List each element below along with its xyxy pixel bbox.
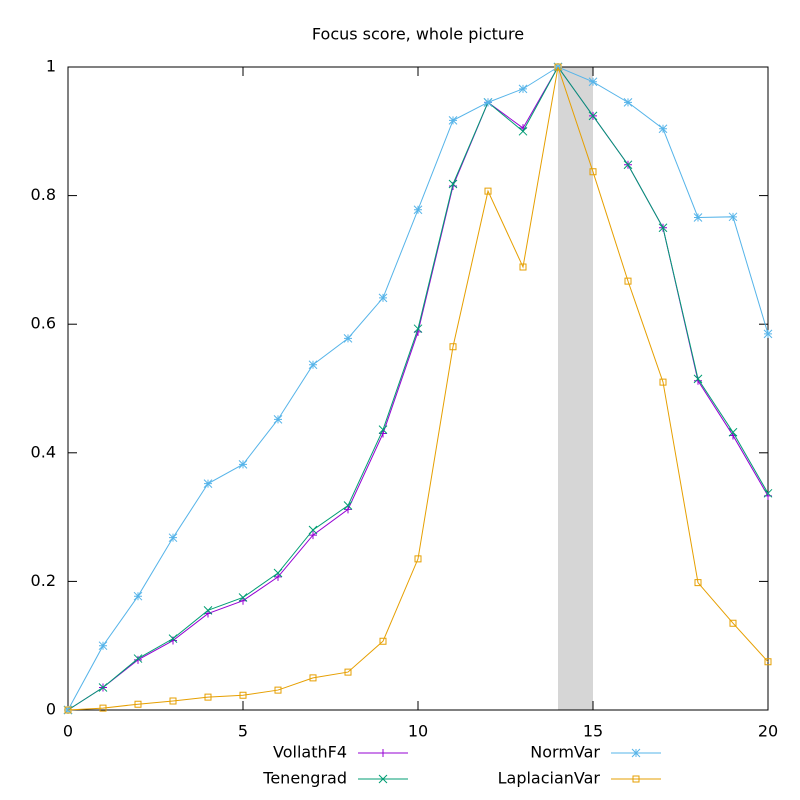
point-marker xyxy=(378,293,388,303)
point-marker xyxy=(588,111,598,121)
point-marker xyxy=(134,655,142,664)
point-marker xyxy=(203,479,213,489)
point-marker xyxy=(413,205,423,215)
point-marker xyxy=(133,654,143,663)
point-marker xyxy=(763,488,773,498)
point-marker xyxy=(623,98,633,107)
y-tick-label: 0.4 xyxy=(31,442,56,461)
point-marker xyxy=(518,84,528,94)
point-marker xyxy=(309,674,317,682)
point-marker xyxy=(413,324,423,334)
point-marker xyxy=(344,505,352,514)
point-marker xyxy=(169,697,177,705)
legend-label: VollathF4 xyxy=(273,743,347,762)
point-marker xyxy=(449,343,457,351)
point-marker xyxy=(204,693,212,701)
y-tick-label: 0.8 xyxy=(31,185,56,204)
point-marker xyxy=(483,98,493,107)
point-marker xyxy=(379,637,387,645)
point-marker xyxy=(764,658,772,666)
point-marker xyxy=(308,525,318,535)
point-marker xyxy=(203,605,213,615)
series-line xyxy=(67,66,769,711)
point-marker xyxy=(484,187,492,195)
point-marker xyxy=(623,160,633,170)
plot-border xyxy=(67,66,769,711)
point-marker xyxy=(273,568,283,578)
x-tick-label: 15 xyxy=(583,722,603,741)
legend-marker xyxy=(379,749,387,757)
point-marker xyxy=(168,533,178,543)
x-tick-label: 10 xyxy=(408,722,428,741)
point-marker xyxy=(238,593,248,602)
point-marker xyxy=(694,579,702,587)
shaded-range xyxy=(558,67,593,710)
legend-label: NormVar xyxy=(530,743,600,762)
point-marker xyxy=(448,179,458,189)
point-marker xyxy=(168,634,178,643)
point-marker xyxy=(239,691,247,699)
series-line xyxy=(67,66,769,711)
point-marker xyxy=(554,63,562,71)
x-tick-label: 5 xyxy=(238,722,248,741)
point-marker xyxy=(64,706,72,714)
legend-marker xyxy=(632,775,640,783)
point-marker xyxy=(763,329,773,339)
series-line xyxy=(67,66,769,711)
y-tick-label: 1 xyxy=(46,57,56,76)
point-marker xyxy=(98,641,108,651)
point-marker xyxy=(343,333,353,343)
point-marker xyxy=(309,531,317,540)
point-marker xyxy=(274,572,282,581)
point-marker xyxy=(448,116,458,125)
point-marker xyxy=(589,168,597,176)
legend-label: Tenengrad xyxy=(262,769,347,788)
legend-marker xyxy=(631,748,641,758)
point-marker xyxy=(98,683,108,692)
chart-title: Focus score, whole picture xyxy=(312,25,524,44)
x-tick-label: 0 xyxy=(63,722,73,741)
point-marker xyxy=(273,415,283,424)
point-marker xyxy=(274,686,282,694)
point-marker xyxy=(728,212,738,222)
point-marker xyxy=(519,263,527,271)
point-marker xyxy=(99,704,107,712)
point-marker xyxy=(343,501,353,510)
y-tick-label: 0.2 xyxy=(31,571,56,590)
point-marker xyxy=(378,425,388,435)
point-marker xyxy=(308,360,318,370)
point-marker xyxy=(728,427,738,437)
point-marker xyxy=(414,555,422,563)
point-marker xyxy=(134,700,142,708)
y-tick-label: 0 xyxy=(46,700,56,719)
y-tick-label: 0.6 xyxy=(31,314,56,333)
point-marker xyxy=(518,126,528,136)
point-marker xyxy=(624,277,632,285)
point-marker xyxy=(238,460,248,469)
legend-label: LaplacianVar xyxy=(498,769,601,788)
point-marker xyxy=(693,374,703,384)
point-marker xyxy=(133,591,143,601)
point-marker xyxy=(344,668,352,676)
point-marker xyxy=(729,619,737,627)
point-marker xyxy=(588,77,598,87)
point-marker xyxy=(658,223,668,233)
legend-marker xyxy=(378,774,388,784)
point-marker xyxy=(693,213,703,222)
point-marker xyxy=(658,124,668,134)
series-line xyxy=(67,66,769,711)
x-tick-label: 20 xyxy=(758,722,778,741)
point-marker xyxy=(659,378,667,386)
